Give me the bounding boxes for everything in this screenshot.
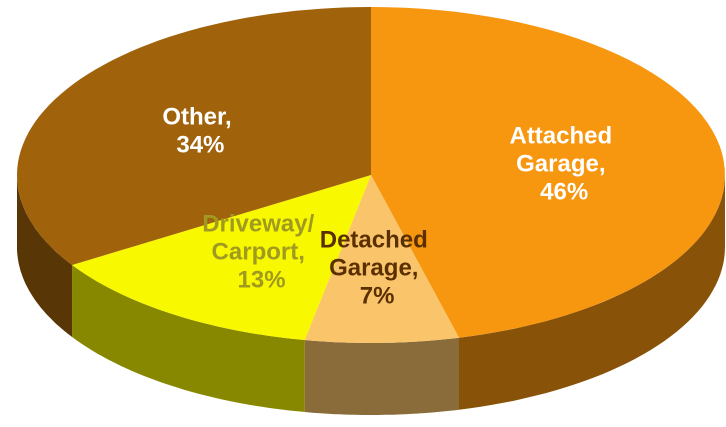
data-label-line: Garage, — [329, 254, 425, 281]
pie-slice — [17, 7, 371, 265]
data-label-line: Driveway/ — [202, 210, 321, 237]
pie-side — [304, 337, 459, 415]
data-label-line: Other, — [162, 103, 238, 130]
data-label: Attached Garage, 46% — [509, 122, 618, 205]
pie-side — [72, 265, 305, 412]
data-label-line: 13% — [238, 266, 286, 293]
pie-slice — [371, 7, 725, 338]
data-label-line: 34% — [176, 131, 224, 158]
pie-slice — [304, 175, 459, 343]
data-label-line: Carport, — [212, 238, 312, 265]
data-label-line: Detached — [320, 226, 435, 253]
data-label: Detached Garage, 7% — [320, 226, 435, 309]
pie-slice — [72, 175, 371, 340]
data-label-line: Attached — [509, 122, 618, 149]
pie-side — [459, 175, 725, 410]
data-label-line: 7% — [360, 282, 395, 309]
data-label-line: 46% — [540, 178, 588, 205]
data-label: Driveway/ Carport, 13% — [202, 210, 321, 293]
pie-side — [17, 175, 73, 337]
data-label-line: Garage, — [516, 150, 612, 177]
data-label: Other, 34% — [162, 103, 238, 158]
